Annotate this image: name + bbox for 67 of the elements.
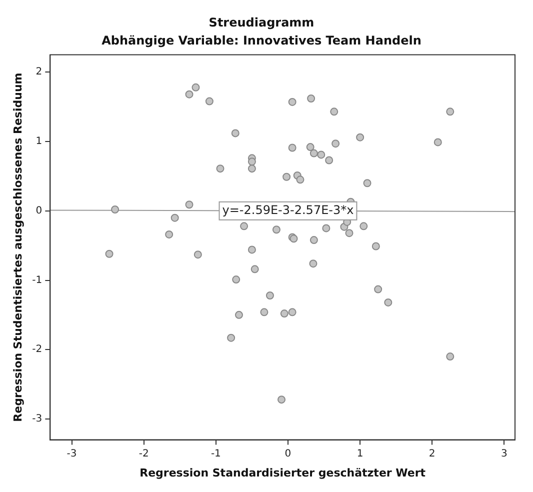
y-axis-title: Regression Studentisiertes ausgeschlossenes Residuum: [11, 72, 24, 422]
point: [260, 308, 268, 316]
x-tick-label: 3: [501, 448, 508, 460]
point: [446, 352, 454, 361]
point: [360, 222, 368, 230]
point: [250, 265, 259, 274]
chart-title: Streudiagramm: [208, 15, 314, 30]
x-tick-label: -3: [66, 448, 77, 460]
x-tick-label: 2: [428, 448, 436, 460]
point: [240, 222, 248, 230]
point: [296, 176, 304, 184]
point: [280, 310, 288, 318]
y-tick-label: 0: [36, 205, 42, 216]
point: [248, 164, 256, 173]
point: [288, 144, 296, 152]
point: [231, 129, 240, 138]
point: [288, 98, 296, 106]
point: [232, 276, 240, 284]
point: [185, 90, 194, 98]
point: [227, 334, 236, 342]
y-tick-label: -1: [32, 274, 42, 286]
point: [322, 224, 330, 232]
y-tick-label: -3: [32, 414, 42, 425]
point: [307, 94, 316, 103]
point: [266, 292, 274, 300]
point: [374, 285, 382, 294]
x-axis-title: Regression Standardisierter geschätzter Wert: [140, 466, 426, 480]
point: [309, 260, 318, 268]
point: [205, 97, 214, 106]
x-tick-label: -2: [138, 448, 149, 460]
point: [234, 310, 243, 319]
point: [317, 150, 326, 159]
y-tick-label: 1: [36, 136, 42, 148]
annotation: y=-2.59E-3-2.57E-3*x: [222, 203, 354, 218]
point: [363, 179, 372, 188]
point: [278, 396, 286, 404]
point: [165, 230, 174, 238]
point: [306, 143, 314, 152]
point: [216, 164, 224, 173]
point: [356, 133, 364, 142]
point: [310, 236, 318, 244]
point: [345, 229, 354, 238]
point: [288, 308, 296, 316]
y-tick-label: -2: [32, 344, 42, 356]
point: [248, 246, 256, 254]
x-tick-label: 0: [284, 448, 292, 460]
y-tick-label: 2: [36, 66, 42, 78]
point: [332, 140, 340, 148]
point: [282, 172, 291, 181]
point: [111, 205, 120, 214]
point: [330, 108, 338, 116]
point: [372, 242, 380, 250]
point: [272, 226, 280, 234]
point: [170, 214, 179, 222]
point: [105, 250, 114, 258]
x-tick-label: -1: [210, 448, 221, 460]
point: [192, 83, 200, 92]
point: [248, 158, 256, 166]
point: [185, 200, 194, 209]
point: [310, 149, 318, 158]
x-tick-label: 1: [356, 448, 364, 460]
point: [384, 298, 392, 306]
point: [446, 108, 454, 116]
point: [194, 250, 202, 259]
chart-subtitle: Abhängige Variable: Innovatives Team Handeln: [102, 34, 422, 48]
point: [434, 138, 442, 146]
point: [325, 156, 334, 164]
